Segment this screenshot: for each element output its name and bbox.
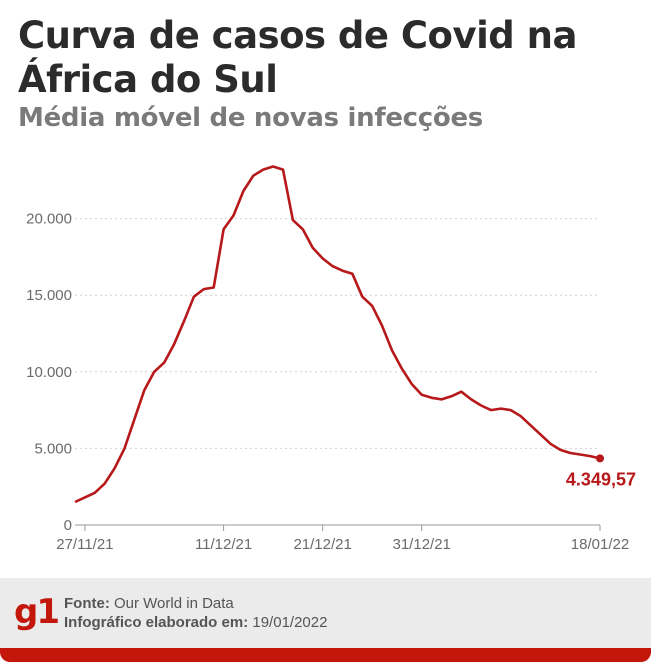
- source-label: Fonte:: [64, 595, 110, 612]
- x-tick-label: 11/12/21: [195, 536, 252, 553]
- y-tick-label: 15.000: [26, 287, 72, 304]
- y-axis-tick-labels: 0 5.000 10.000 15.000 20.000: [26, 211, 72, 534]
- y-tick-label: 5.000: [34, 440, 72, 457]
- grid-lines: [75, 218, 600, 449]
- credit-label: Infográfico elaborado em:: [64, 614, 249, 631]
- credit-line: Infográfico elaborado em: 19/01/2022: [64, 613, 327, 632]
- series-line: [74, 165, 601, 504]
- y-tick-label: 10.000: [26, 364, 72, 381]
- g1-logo: g1: [14, 592, 60, 632]
- footer-accent-bar: [0, 648, 651, 662]
- x-tick-label: 31/12/21: [393, 536, 451, 553]
- end-point-marker: [596, 454, 604, 463]
- x-axis-ticks: 27/11/21 11/12/21 21/12/21 31/12/21 18/01/22: [56, 525, 629, 553]
- y-tick-label: 20.000: [26, 211, 72, 228]
- x-tick-label: 21/12/21: [293, 536, 351, 553]
- chart-subtitle: Média móvel de novas infecções: [18, 103, 483, 133]
- y-tick-label: 0: [64, 517, 72, 534]
- chart-title: Curva de casos de Covid na África do Sul: [18, 14, 577, 101]
- x-tick-label: 18/01/22: [571, 536, 629, 553]
- source-line: Fonte: Our World in Data: [64, 594, 234, 613]
- credit-value: 19/01/2022: [252, 614, 328, 631]
- x-tick-label: 27/11/21: [56, 536, 113, 553]
- line-chart: 0 5.000 10.000 15.000 20.000 27/11/21 11/12/2…: [26, 165, 636, 553]
- end-value-label: 4.349,57: [566, 469, 636, 489]
- source-value: Our World in Data: [114, 595, 234, 612]
- footer: [0, 578, 651, 654]
